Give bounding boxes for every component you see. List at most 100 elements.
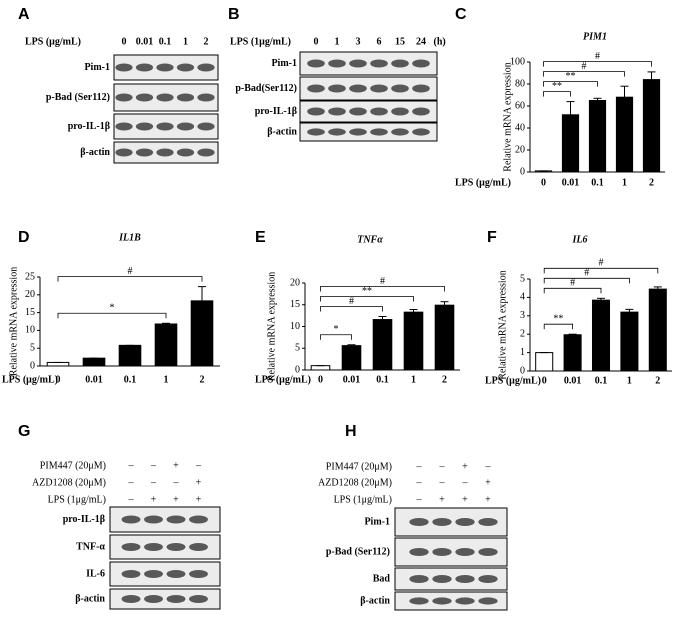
- blot-row-label: Bad: [373, 573, 391, 584]
- x-tick-label: 0: [318, 374, 323, 385]
- blot-band: [455, 548, 475, 556]
- blot-band: [432, 575, 452, 583]
- bar: [403, 311, 424, 371]
- significance-label: #: [570, 278, 575, 289]
- y-tick-label: 15: [25, 307, 35, 318]
- blot-row-label: Pim-1: [271, 58, 297, 69]
- significance-label: **: [553, 313, 563, 324]
- y-tick-label: 5: [520, 273, 525, 284]
- blot-row-label: pro-IL-1β: [63, 514, 105, 525]
- lane-label: 1: [335, 36, 340, 47]
- chart-title: IL6: [572, 234, 588, 245]
- blot-band: [391, 59, 409, 68]
- panel-letter: E: [255, 229, 266, 246]
- panel-letter: C: [455, 6, 467, 23]
- lane-label: 3: [356, 36, 361, 47]
- x-tick-label: 0.1: [595, 375, 608, 386]
- y-axis-label: Relative mRNA expression: [8, 267, 19, 376]
- blot-row-label: IL-6: [86, 568, 105, 579]
- blot-band: [144, 543, 163, 551]
- lane-unit: (h): [434, 36, 446, 47]
- blot-frame: [109, 588, 221, 610]
- panel-letter: H: [345, 423, 357, 440]
- x-tick-label: 0: [541, 177, 546, 188]
- bar: [563, 334, 582, 372]
- blot-band: [166, 570, 186, 578]
- blot-row-label: pro-IL-1β: [255, 106, 297, 117]
- blot-band: [121, 570, 141, 578]
- blot-band: [115, 122, 133, 131]
- significance-label: #: [599, 258, 604, 269]
- y-tick-label: 20: [290, 277, 300, 288]
- y-tick-label: 20: [25, 289, 35, 300]
- blot-band: [412, 107, 430, 116]
- blot-band: [176, 93, 195, 102]
- blot-row-label: Pim-1: [364, 516, 390, 527]
- condition-sign: +: [173, 494, 179, 505]
- blot-band: [349, 59, 367, 68]
- blot-band: [455, 597, 475, 605]
- condition-label: LPS (1μg/mL): [48, 494, 106, 505]
- blot-band: [412, 59, 430, 68]
- x-axis-label: LPS (μg/mL): [485, 375, 541, 386]
- significance-label: **: [552, 81, 562, 92]
- blot-band: [455, 575, 475, 583]
- y-tick-label: 5: [295, 343, 300, 354]
- significance-bracket: [320, 334, 352, 340]
- chart-title: PIM1: [583, 31, 607, 42]
- condition-sign: +: [462, 461, 468, 472]
- x-axis-label: LPS (μg/mL): [255, 374, 311, 385]
- blot-band: [370, 128, 388, 136]
- blot-band: [370, 59, 388, 68]
- blot-band: [328, 84, 346, 93]
- blot-band: [328, 107, 346, 116]
- bar: [190, 300, 214, 367]
- lane-label: 0.01: [136, 36, 154, 47]
- significance-bracket: [543, 267, 659, 274]
- condition-sign: –: [439, 477, 446, 488]
- bar: [434, 304, 455, 371]
- blot-row-label: p-Bad(Ser112): [235, 83, 297, 94]
- condition-sign: –: [128, 494, 135, 505]
- blot-band: [307, 107, 325, 116]
- x-tick-label: 2: [442, 374, 447, 385]
- blot-band: [156, 122, 174, 131]
- blot-band: [115, 148, 133, 157]
- bar: [372, 319, 393, 371]
- bar: [82, 357, 106, 367]
- blot-band: [455, 518, 475, 526]
- condition-sign: –: [416, 461, 423, 472]
- y-tick-label: 2: [520, 328, 525, 339]
- significance-bracket: [543, 323, 573, 330]
- blot-band: [478, 548, 498, 556]
- panel-letter: F: [487, 229, 497, 246]
- y-tick-label: 4: [520, 292, 525, 303]
- condition-sign: –: [195, 460, 202, 471]
- condition-sign: –: [150, 460, 157, 471]
- blot-row-label: β-actin: [267, 126, 297, 137]
- blot-row-label: TNF-α: [76, 541, 105, 552]
- blot-band: [121, 595, 141, 603]
- y-tick-label: 0: [520, 365, 525, 376]
- condition-sign: +: [173, 460, 179, 471]
- x-tick-label: 0: [56, 374, 61, 385]
- bar: [561, 114, 580, 173]
- blot-band: [349, 128, 367, 136]
- x-tick-label: 0.01: [564, 375, 582, 386]
- condition-sign: +: [485, 477, 491, 488]
- blot-band: [197, 122, 215, 131]
- x-tick-label: 1: [627, 375, 632, 386]
- x-tick-label: 0.1: [124, 374, 137, 385]
- y-tick-label: 60: [515, 100, 525, 111]
- x-tick-label: 1: [622, 177, 627, 188]
- blot-band: [166, 595, 186, 603]
- blot-band: [391, 107, 409, 116]
- panel-letter: D: [18, 229, 30, 246]
- significance-bracket: [543, 61, 652, 67]
- blot-band: [176, 63, 195, 72]
- blot-band: [144, 595, 163, 603]
- y-tick-label: 20: [515, 144, 525, 155]
- blot-band: [189, 515, 208, 524]
- significance-label: #: [584, 268, 589, 279]
- blot-band: [166, 515, 186, 524]
